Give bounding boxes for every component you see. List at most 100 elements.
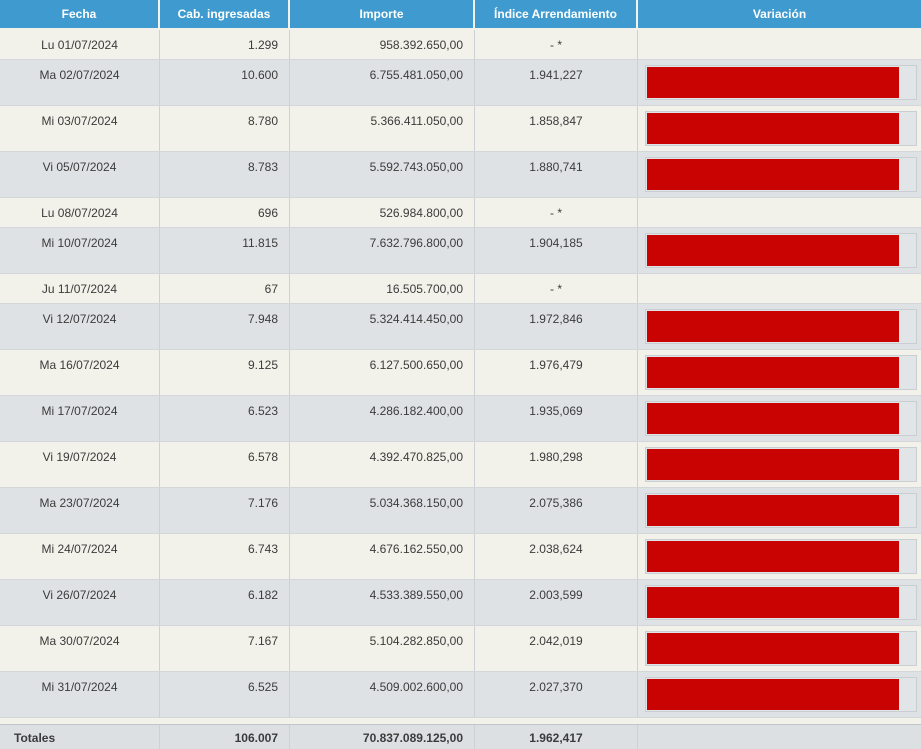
table-row: Mi 17/07/2024 6.523 4.286.182.400,00 1.9…	[0, 396, 921, 442]
table-body: Lu 01/07/2024 1.299 958.392.650,00 - * M…	[0, 30, 921, 718]
table-row: Ju 11/07/2024 67 16.505.700,00 - *	[0, 274, 921, 304]
cell-indice-arrendamiento: - *	[475, 30, 638, 59]
cell-fecha: Lu 08/07/2024	[0, 198, 160, 227]
cell-importe: 5.366.411.050,00	[290, 106, 475, 151]
cell-variacion	[638, 672, 921, 717]
cell-indice-arrendamiento: 1.935,069	[475, 396, 638, 441]
variation-bar-track	[645, 65, 917, 100]
variation-bar-track	[645, 157, 917, 192]
variation-bar-track	[645, 447, 917, 482]
variation-bar-track	[645, 355, 917, 390]
cell-variacion	[638, 106, 921, 151]
table-row: Vi 26/07/2024 6.182 4.533.389.550,00 2.0…	[0, 580, 921, 626]
cell-indice-arrendamiento: 1.972,846	[475, 304, 638, 349]
cell-importe: 958.392.650,00	[290, 30, 475, 59]
table-row: Ma 02/07/2024 10.600 6.755.481.050,00 1.…	[0, 60, 921, 106]
cell-fecha: Mi 17/07/2024	[0, 396, 160, 441]
cell-fecha: Mi 31/07/2024	[0, 672, 160, 717]
cell-cab-ingresadas: 6.182	[160, 580, 290, 625]
cell-importe: 5.592.743.050,00	[290, 152, 475, 197]
variation-bar	[647, 587, 899, 618]
cell-indice-arrendamiento: 2.003,599	[475, 580, 638, 625]
variation-bar-track	[645, 111, 917, 146]
cell-cab-ingresadas: 6.578	[160, 442, 290, 487]
cell-cab-ingresadas: 6.525	[160, 672, 290, 717]
cell-importe: 526.984.800,00	[290, 198, 475, 227]
table-row: Vi 05/07/2024 8.783 5.592.743.050,00 1.8…	[0, 152, 921, 198]
table-row: Mi 24/07/2024 6.743 4.676.162.550,00 2.0…	[0, 534, 921, 580]
cell-indice-arrendamiento: 1.980,298	[475, 442, 638, 487]
cell-importe: 5.324.414.450,00	[290, 304, 475, 349]
column-header-cab: Cab. ingresadas	[160, 0, 290, 28]
cell-indice-arrendamiento: 1.858,847	[475, 106, 638, 151]
cell-indice-arrendamiento: - *	[475, 198, 638, 227]
cell-fecha: Vi 05/07/2024	[0, 152, 160, 197]
column-header-fecha: Fecha	[0, 0, 160, 28]
totals-label: Totales	[0, 725, 160, 749]
cell-cab-ingresadas: 7.167	[160, 626, 290, 671]
cell-importe: 4.533.389.550,00	[290, 580, 475, 625]
variation-bar-track	[645, 539, 917, 574]
cell-variacion	[638, 304, 921, 349]
cell-cab-ingresadas: 6.743	[160, 534, 290, 579]
cell-variacion	[638, 228, 921, 273]
table-row: Ma 30/07/2024 7.167 5.104.282.850,00 2.0…	[0, 626, 921, 672]
cell-variacion	[638, 396, 921, 441]
cell-indice-arrendamiento: 1.976,479	[475, 350, 638, 395]
cell-fecha: Mi 24/07/2024	[0, 534, 160, 579]
cell-cab-ingresadas: 8.780	[160, 106, 290, 151]
cell-variacion	[638, 350, 921, 395]
variation-bar	[647, 495, 899, 526]
cell-fecha: Ma 23/07/2024	[0, 488, 160, 533]
table-row: Lu 01/07/2024 1.299 958.392.650,00 - *	[0, 30, 921, 60]
cell-fecha: Ju 11/07/2024	[0, 274, 160, 303]
cell-fecha: Mi 10/07/2024	[0, 228, 160, 273]
variation-bar	[647, 633, 899, 664]
variation-bar	[647, 541, 899, 572]
cell-cab-ingresadas: 7.948	[160, 304, 290, 349]
variation-bar-track	[645, 631, 917, 666]
variation-bar	[647, 311, 899, 342]
cell-cab-ingresadas: 1.299	[160, 30, 290, 59]
table-row: Lu 08/07/2024 696 526.984.800,00 - *	[0, 198, 921, 228]
cell-cab-ingresadas: 8.783	[160, 152, 290, 197]
cell-variacion	[638, 30, 921, 59]
table-row: Ma 16/07/2024 9.125 6.127.500.650,00 1.9…	[0, 350, 921, 396]
cell-variacion	[638, 152, 921, 197]
cell-indice-arrendamiento: 2.038,624	[475, 534, 638, 579]
column-header-importe: Importe	[290, 0, 475, 28]
cell-fecha: Vi 12/07/2024	[0, 304, 160, 349]
cell-indice-arrendamiento: 1.941,227	[475, 60, 638, 105]
totals-row: Totales 106.007 70.837.089.125,00 1.962,…	[0, 724, 921, 749]
totals-cab: 106.007	[160, 725, 290, 749]
cell-variacion	[638, 534, 921, 579]
variation-bar	[647, 357, 899, 388]
cell-variacion	[638, 580, 921, 625]
cell-fecha: Mi 03/07/2024	[0, 106, 160, 151]
column-header-indice: Índice Arrendamiento	[475, 0, 638, 28]
table-header-row: Fecha Cab. ingresadas Importe Índice Arr…	[0, 0, 921, 30]
cell-importe: 4.392.470.825,00	[290, 442, 475, 487]
cell-indice-arrendamiento: 1.880,741	[475, 152, 638, 197]
cell-fecha: Vi 26/07/2024	[0, 580, 160, 625]
cell-cab-ingresadas: 696	[160, 198, 290, 227]
cell-fecha: Vi 19/07/2024	[0, 442, 160, 487]
variation-bar-track	[645, 677, 917, 712]
cell-cab-ingresadas: 11.815	[160, 228, 290, 273]
cell-importe: 7.632.796.800,00	[290, 228, 475, 273]
cell-cab-ingresadas: 10.600	[160, 60, 290, 105]
totals-importe: 70.837.089.125,00	[290, 725, 475, 749]
cell-fecha: Ma 30/07/2024	[0, 626, 160, 671]
cell-fecha: Lu 01/07/2024	[0, 30, 160, 59]
variation-bar-track	[645, 309, 917, 344]
cell-variacion	[638, 60, 921, 105]
cell-importe: 4.676.162.550,00	[290, 534, 475, 579]
table-row: Vi 19/07/2024 6.578 4.392.470.825,00 1.9…	[0, 442, 921, 488]
cell-indice-arrendamiento: - *	[475, 274, 638, 303]
cell-variacion	[638, 442, 921, 487]
variation-bar	[647, 679, 899, 710]
cell-cab-ingresadas: 9.125	[160, 350, 290, 395]
table-row: Vi 12/07/2024 7.948 5.324.414.450,00 1.9…	[0, 304, 921, 350]
cell-variacion	[638, 274, 921, 303]
cell-importe: 5.104.282.850,00	[290, 626, 475, 671]
